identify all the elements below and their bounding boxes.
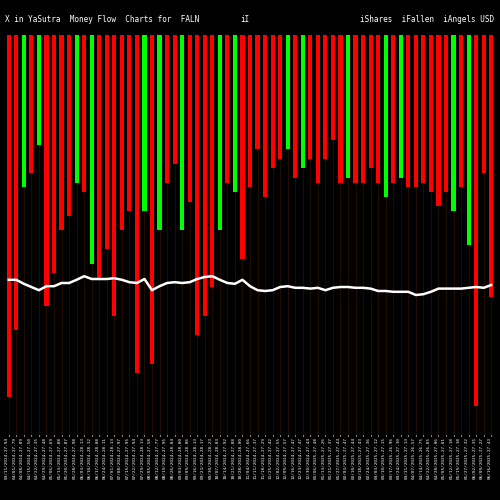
Bar [361, 35, 365, 182]
Bar [226, 35, 230, 182]
Bar [22, 35, 26, 188]
Bar [142, 35, 146, 211]
Bar [218, 35, 222, 230]
Bar [459, 35, 463, 188]
Bar [270, 35, 274, 168]
Bar [256, 35, 260, 150]
Bar [90, 35, 94, 264]
Bar [324, 35, 328, 159]
Bar [331, 35, 335, 140]
Bar [180, 35, 184, 230]
Text: X in YaSutra  Money Flow  Charts for  FALN: X in YaSutra Money Flow Charts for FALN [5, 15, 199, 24]
Bar [248, 35, 252, 188]
Bar [474, 35, 478, 406]
Bar [202, 35, 207, 316]
Bar [489, 35, 494, 297]
Bar [391, 35, 396, 182]
Bar [74, 35, 78, 182]
Bar [300, 35, 305, 168]
Bar [67, 35, 71, 216]
Bar [52, 35, 56, 273]
Bar [188, 35, 192, 202]
Bar [384, 35, 388, 197]
Bar [135, 35, 139, 373]
Bar [112, 35, 116, 316]
Bar [444, 35, 448, 192]
Bar [30, 35, 34, 173]
Bar [240, 35, 244, 259]
Bar [338, 35, 342, 182]
Bar [316, 35, 320, 182]
Bar [429, 35, 433, 192]
Bar [293, 35, 298, 178]
Bar [120, 35, 124, 230]
Bar [210, 35, 214, 287]
Bar [172, 35, 176, 164]
Text: iI: iI [240, 15, 250, 24]
Bar [286, 35, 290, 150]
Bar [346, 35, 350, 178]
Bar [376, 35, 380, 182]
Bar [82, 35, 86, 192]
Bar [452, 35, 456, 211]
Bar [436, 35, 440, 206]
Bar [195, 35, 200, 335]
Bar [6, 35, 11, 397]
Bar [104, 35, 109, 250]
Bar [128, 35, 132, 211]
Bar [278, 35, 282, 159]
Bar [308, 35, 312, 159]
Bar [97, 35, 102, 278]
Bar [14, 35, 18, 330]
Bar [354, 35, 358, 182]
Bar [165, 35, 169, 182]
Bar [263, 35, 267, 197]
Bar [37, 35, 41, 144]
Bar [414, 35, 418, 188]
Bar [150, 35, 154, 364]
Bar [368, 35, 372, 168]
Bar [60, 35, 64, 230]
Bar [466, 35, 470, 244]
Bar [398, 35, 403, 178]
Bar [406, 35, 410, 188]
Text: iShares  iFallen  iAngels USD: iShares iFallen iAngels USD [360, 15, 494, 24]
Bar [482, 35, 486, 173]
Bar [158, 35, 162, 230]
Bar [233, 35, 237, 192]
Bar [422, 35, 426, 182]
Bar [44, 35, 48, 306]
